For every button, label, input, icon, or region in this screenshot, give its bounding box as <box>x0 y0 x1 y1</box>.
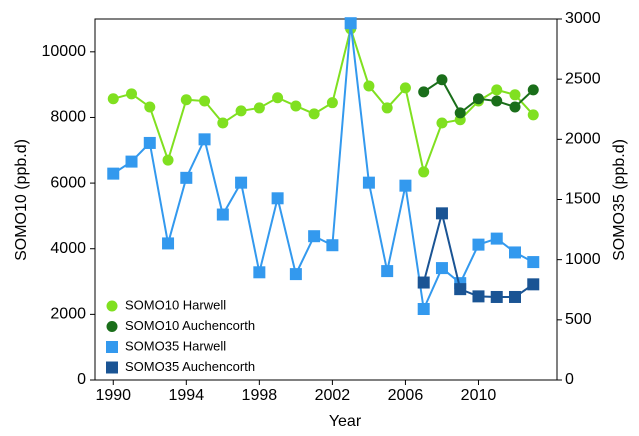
y-tick-label: 6000 <box>50 174 86 191</box>
y2-tick-label: 2500 <box>565 70 601 87</box>
marker <box>180 94 192 106</box>
x-tick-label: 2010 <box>461 387 497 404</box>
legend-label: SOMO35 Harwell <box>125 338 226 353</box>
x-axis-label: Year <box>329 413 362 430</box>
legend-marker <box>106 321 118 332</box>
y-tick-label: 10000 <box>42 43 87 60</box>
marker <box>435 207 448 220</box>
y2-tick-label: 1500 <box>565 191 601 208</box>
marker <box>381 265 394 278</box>
marker <box>436 117 448 129</box>
legend-label: SOMO10 Harwell <box>125 297 226 312</box>
marker <box>417 276 430 289</box>
y-axis-label: SOMO10 (ppb.d) <box>13 139 30 261</box>
y2-axis-label: SOMO35 (ppb.d) <box>611 139 628 261</box>
y-tick-label: 2000 <box>50 306 86 323</box>
marker <box>509 101 521 113</box>
marker <box>490 290 503 303</box>
marker <box>472 290 485 303</box>
marker <box>107 167 120 180</box>
legend-label: SOMO10 Auchencorth <box>125 318 255 333</box>
marker <box>144 101 156 113</box>
marker <box>509 290 521 303</box>
marker <box>509 89 521 101</box>
legend-marker <box>106 361 118 374</box>
legend-marker <box>106 300 118 312</box>
marker <box>399 179 412 192</box>
marker <box>436 74 448 86</box>
marker <box>381 102 393 114</box>
marker <box>363 80 375 92</box>
marker <box>435 262 448 275</box>
marker <box>198 133 211 146</box>
marker <box>326 97 338 109</box>
y2-tick-label: 0 <box>565 371 574 388</box>
y-tick-label: 8000 <box>50 109 86 126</box>
marker <box>199 95 211 107</box>
marker <box>326 239 339 252</box>
marker <box>454 283 467 296</box>
marker <box>107 93 119 105</box>
x-tick-label: 1998 <box>242 387 278 404</box>
marker <box>235 105 247 117</box>
marker <box>472 93 484 105</box>
marker <box>418 166 430 178</box>
x-tick-label: 2002 <box>315 387 351 404</box>
marker <box>417 303 430 316</box>
marker <box>290 100 302 112</box>
y2-tick-label: 500 <box>565 311 592 328</box>
y2-tick-label: 1000 <box>565 251 601 268</box>
marker <box>143 136 156 149</box>
marker <box>272 92 284 104</box>
marker <box>527 84 539 96</box>
marker <box>162 154 174 166</box>
marker <box>125 155 138 168</box>
marker <box>454 107 466 119</box>
marker <box>418 86 430 98</box>
marker <box>490 232 503 245</box>
legend-marker <box>106 341 118 353</box>
x-tick-label: 2006 <box>388 387 424 404</box>
legend-label: SOMO35 Auchencorth <box>125 359 255 374</box>
marker <box>362 176 375 189</box>
series-line <box>112 23 534 313</box>
x-tick-label: 1990 <box>95 387 131 404</box>
x-tick-label: 1994 <box>169 387 205 404</box>
marker <box>527 278 540 291</box>
marker <box>253 266 266 279</box>
marker <box>235 176 248 189</box>
marker <box>289 268 302 281</box>
marker <box>491 84 503 96</box>
marker <box>217 117 229 129</box>
marker <box>253 102 265 114</box>
marker <box>216 208 229 221</box>
y-tick-label: 4000 <box>50 240 86 257</box>
marker <box>509 246 521 259</box>
marker <box>308 230 321 243</box>
marker <box>344 17 357 30</box>
marker <box>308 108 320 120</box>
y2-tick-label: 2000 <box>565 131 601 148</box>
marker <box>162 237 175 250</box>
marker <box>527 256 540 269</box>
marker <box>271 192 284 205</box>
y2-tick-label: 3000 <box>565 10 601 27</box>
marker <box>527 109 539 121</box>
series-line <box>113 25 534 176</box>
marker <box>180 171 193 184</box>
marker <box>399 82 411 94</box>
marker <box>126 88 138 100</box>
y-tick-label: 0 <box>77 371 86 388</box>
marker <box>472 238 485 251</box>
marker <box>491 95 503 107</box>
